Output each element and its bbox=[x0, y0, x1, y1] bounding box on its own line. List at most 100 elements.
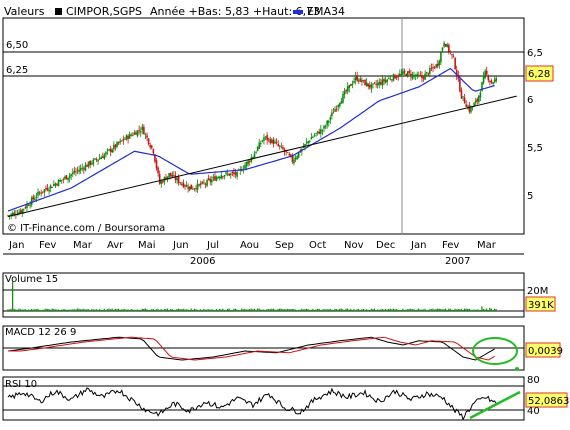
volume-bar bbox=[37, 308, 39, 311]
candle-body bbox=[365, 82, 368, 87]
volume-bar bbox=[113, 309, 115, 311]
volume-bar bbox=[451, 309, 453, 311]
candle-body bbox=[304, 143, 306, 147]
volume-bar bbox=[468, 308, 470, 311]
candle-body bbox=[65, 175, 68, 180]
candle-body bbox=[373, 82, 376, 84]
volume-bar bbox=[84, 309, 86, 311]
volume-bar bbox=[147, 310, 150, 311]
candle-body bbox=[185, 185, 188, 187]
candle-body bbox=[383, 79, 385, 82]
candle-body bbox=[211, 179, 213, 183]
volume-bar bbox=[372, 309, 374, 311]
volume-bar bbox=[361, 309, 363, 311]
volume-bar bbox=[32, 309, 34, 311]
volume-bar bbox=[103, 308, 105, 311]
header-range: Année +Bas: 5,83 +Haut: 6,73 bbox=[150, 5, 320, 18]
volume-bar bbox=[242, 309, 244, 311]
candle-body bbox=[342, 93, 344, 103]
volume-bar bbox=[214, 310, 216, 311]
volume-bar bbox=[279, 308, 281, 311]
candle-body bbox=[51, 187, 54, 188]
candle-body bbox=[399, 73, 401, 76]
candle-body bbox=[89, 161, 91, 165]
candle-body bbox=[473, 103, 475, 107]
volume-bar bbox=[482, 309, 485, 311]
candle-body bbox=[181, 184, 183, 185]
candle-body bbox=[400, 73, 403, 75]
candle-body bbox=[139, 131, 142, 133]
volume-bar bbox=[299, 309, 301, 311]
volume-bar bbox=[343, 309, 346, 311]
volume-bar bbox=[369, 309, 371, 311]
volume-bar bbox=[438, 308, 440, 311]
volume-bar bbox=[388, 308, 390, 311]
header-symbol: CIMPOR,SGPS bbox=[66, 5, 142, 18]
candle-body bbox=[408, 70, 411, 73]
volume-bar bbox=[100, 309, 102, 311]
candle-body bbox=[386, 79, 388, 82]
candle-body bbox=[323, 126, 325, 129]
volume-bar bbox=[274, 309, 276, 311]
candle-body bbox=[364, 79, 366, 86]
candle-body bbox=[286, 152, 289, 154]
candle-body bbox=[288, 154, 291, 156]
candle-body bbox=[392, 74, 395, 81]
candle-body bbox=[76, 169, 79, 171]
volume-bar bbox=[421, 309, 423, 311]
candle-body bbox=[357, 80, 360, 82]
candle-body bbox=[201, 181, 204, 184]
volume-bar bbox=[266, 308, 268, 311]
candle-body bbox=[199, 183, 202, 185]
candle-body bbox=[81, 167, 84, 169]
volume-bar bbox=[98, 309, 101, 311]
ema-legend-swatch bbox=[293, 10, 303, 14]
volume-bar bbox=[449, 308, 451, 311]
candle-body bbox=[155, 160, 158, 169]
volume-bar bbox=[275, 309, 278, 311]
volume-bar bbox=[294, 309, 297, 311]
volume-bar bbox=[263, 309, 265, 311]
volume-bar bbox=[329, 308, 331, 311]
volume-bar bbox=[83, 308, 85, 311]
volume-bar bbox=[73, 309, 75, 311]
candle-body bbox=[114, 144, 117, 148]
candle-body bbox=[188, 186, 191, 191]
candle-body bbox=[462, 96, 464, 98]
candle-body bbox=[425, 71, 428, 73]
volume-bar bbox=[154, 310, 156, 311]
candle-body bbox=[64, 176, 66, 179]
candle-body bbox=[275, 141, 278, 143]
candle-body bbox=[384, 80, 387, 83]
volume-bar bbox=[61, 309, 63, 311]
volume-bar bbox=[370, 308, 372, 311]
rsi-panel: RSI 10 80 52,0863 40 bbox=[2, 375, 569, 421]
candle-body bbox=[158, 174, 161, 184]
candle-body bbox=[10, 213, 12, 216]
volume-bar bbox=[353, 309, 355, 311]
candle-body bbox=[226, 173, 229, 175]
volume-bar bbox=[331, 309, 333, 311]
volume-bar bbox=[378, 309, 380, 311]
volume-bar bbox=[358, 309, 360, 311]
volume-bar bbox=[170, 309, 172, 311]
candle-body bbox=[146, 135, 148, 138]
candle-body bbox=[354, 76, 357, 80]
macd-title: MACD 12 26 9 bbox=[5, 327, 76, 338]
candle-body bbox=[132, 134, 134, 136]
candle-body bbox=[217, 176, 219, 179]
volume-bar bbox=[476, 309, 478, 311]
volume-bar bbox=[356, 309, 358, 311]
candle-body bbox=[331, 112, 333, 116]
candle-body bbox=[255, 152, 257, 153]
candle-body bbox=[474, 100, 477, 103]
volume-bar bbox=[24, 309, 26, 311]
candle-body bbox=[312, 136, 314, 138]
candle-body bbox=[86, 165, 88, 167]
volume-bar bbox=[435, 308, 437, 311]
candle-body bbox=[380, 82, 382, 85]
volume-bar bbox=[255, 309, 257, 311]
candle-body bbox=[424, 73, 426, 80]
macd-value-tag bbox=[525, 342, 561, 358]
